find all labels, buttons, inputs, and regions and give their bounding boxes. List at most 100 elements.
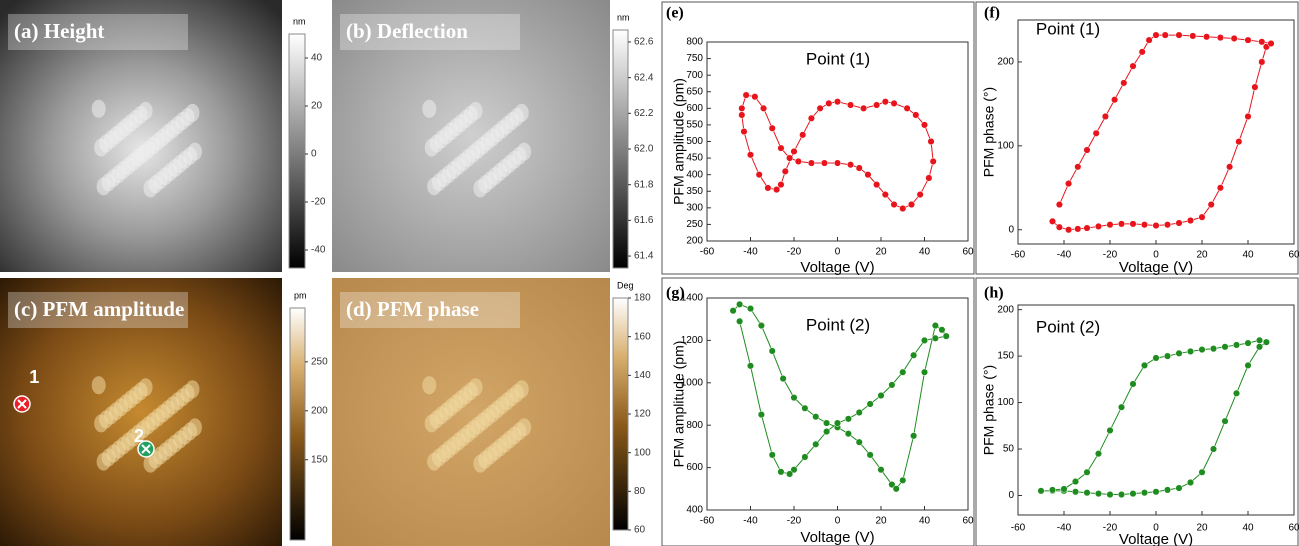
- colorbar-tick-label: 200: [311, 405, 328, 416]
- data-point: [790, 394, 798, 402]
- data-point: [1251, 83, 1259, 91]
- x-tick-label: 40: [919, 516, 931, 527]
- data-point: [1258, 38, 1266, 46]
- y-tick-label: 400: [686, 169, 703, 180]
- y-tick-label: 750: [686, 53, 703, 64]
- afm-image: [332, 278, 610, 546]
- x-tick-label: 0: [1153, 523, 1159, 534]
- data-point: [755, 171, 763, 179]
- data-point: [1111, 96, 1119, 104]
- y-tick-label: 700: [686, 70, 703, 81]
- data-point: [1060, 485, 1068, 493]
- data-point: [1232, 341, 1241, 349]
- data-point: [1094, 490, 1103, 498]
- colorbar-tick-label: 62.0: [634, 144, 654, 155]
- data-point: [942, 332, 950, 340]
- surface-grain: [480, 132, 495, 151]
- data-point: [1226, 163, 1234, 171]
- data-point: [1221, 343, 1229, 351]
- data-point: [1055, 201, 1063, 209]
- data-point: [801, 404, 809, 412]
- title-box: [8, 14, 188, 50]
- x-tick-label: 60: [962, 247, 974, 258]
- surface-grain: [466, 420, 481, 439]
- x-axis-label: Voltage (V): [1119, 531, 1193, 546]
- surface-grain: [121, 156, 136, 175]
- surface-grain: [444, 122, 459, 141]
- y-tick-label: 400: [686, 505, 703, 516]
- data-point: [786, 470, 794, 478]
- x-tick-label: 60: [1288, 523, 1299, 534]
- afm-image: [0, 0, 282, 272]
- data-point: [799, 131, 807, 139]
- data-point: [1258, 58, 1266, 66]
- data-point: [931, 322, 939, 330]
- data-point: [899, 476, 907, 484]
- y-tick-label: 1000: [681, 377, 704, 388]
- y-tick-label: 350: [686, 186, 703, 197]
- data-point: [910, 432, 918, 440]
- panel-label: (h): [984, 285, 1004, 302]
- data-point: [881, 98, 889, 106]
- annotation: Point (2): [1036, 317, 1100, 336]
- colorbar-label: nm: [293, 16, 306, 26]
- surface-grain: [487, 442, 502, 461]
- y-tick-label: 1200: [681, 335, 704, 346]
- surface-grain: [458, 110, 473, 128]
- colorbar-tick-label: 40: [311, 53, 323, 64]
- panel-title: (b) Deflection: [346, 19, 468, 43]
- y-tick-label: 200: [686, 236, 703, 247]
- x-tick-label: 40: [1242, 250, 1254, 261]
- data-point: [1129, 220, 1137, 228]
- data-point: [736, 317, 744, 325]
- data-point: [823, 419, 831, 427]
- y-tick-label: 600: [686, 462, 703, 473]
- surface-grain: [187, 142, 202, 161]
- colorbar-tick-label: 60: [634, 525, 646, 536]
- data-point: [807, 114, 815, 122]
- data-point: [890, 200, 898, 209]
- data-point: [916, 191, 924, 199]
- x-tick-label: -40: [743, 247, 758, 258]
- data-point: [1198, 468, 1206, 476]
- data-point: [1065, 180, 1073, 188]
- surface-grain: [99, 134, 114, 153]
- data-point: [1262, 338, 1270, 346]
- surface-grain: [422, 376, 437, 395]
- data-point: [1092, 129, 1100, 137]
- data-point: [890, 99, 898, 107]
- y-tick-label: 200: [997, 57, 1014, 68]
- data-point: [1120, 79, 1128, 87]
- colorbar: [612, 297, 629, 531]
- surface-grain: [128, 386, 143, 405]
- surface-grain: [150, 408, 165, 427]
- y-tick-label: 0: [1008, 224, 1014, 235]
- data-point: [844, 430, 852, 438]
- data-point: [910, 351, 918, 359]
- data-point: [931, 334, 939, 342]
- data-point: [742, 91, 750, 99]
- colorbar-tick-label: 62.2: [634, 108, 654, 119]
- y-tick-label: 650: [686, 86, 703, 97]
- data-point: [1083, 146, 1091, 154]
- y-tick-label: 450: [686, 153, 703, 164]
- colorbar-tick-label: 0: [311, 149, 317, 160]
- x-tick-label: 40: [919, 247, 931, 258]
- surface-grain: [91, 376, 106, 395]
- panel-frame: [975, 277, 1299, 546]
- data-point: [877, 466, 885, 474]
- data-point: [1140, 221, 1149, 229]
- data-point: [860, 104, 868, 112]
- x-tick-label: 40: [1242, 523, 1254, 534]
- panel-title: (c) PFM amplitude: [14, 297, 184, 321]
- colorbar-tick-label: 100: [634, 447, 651, 458]
- surface-grain: [451, 156, 466, 175]
- y-tick-label: 1400: [681, 293, 704, 304]
- data-point: [777, 144, 785, 152]
- data-point: [1198, 346, 1206, 354]
- data-point: [1207, 201, 1215, 209]
- title-box: [8, 292, 188, 328]
- data-point: [855, 408, 863, 417]
- data-point: [920, 121, 929, 129]
- panel-frame: [975, 1, 1299, 275]
